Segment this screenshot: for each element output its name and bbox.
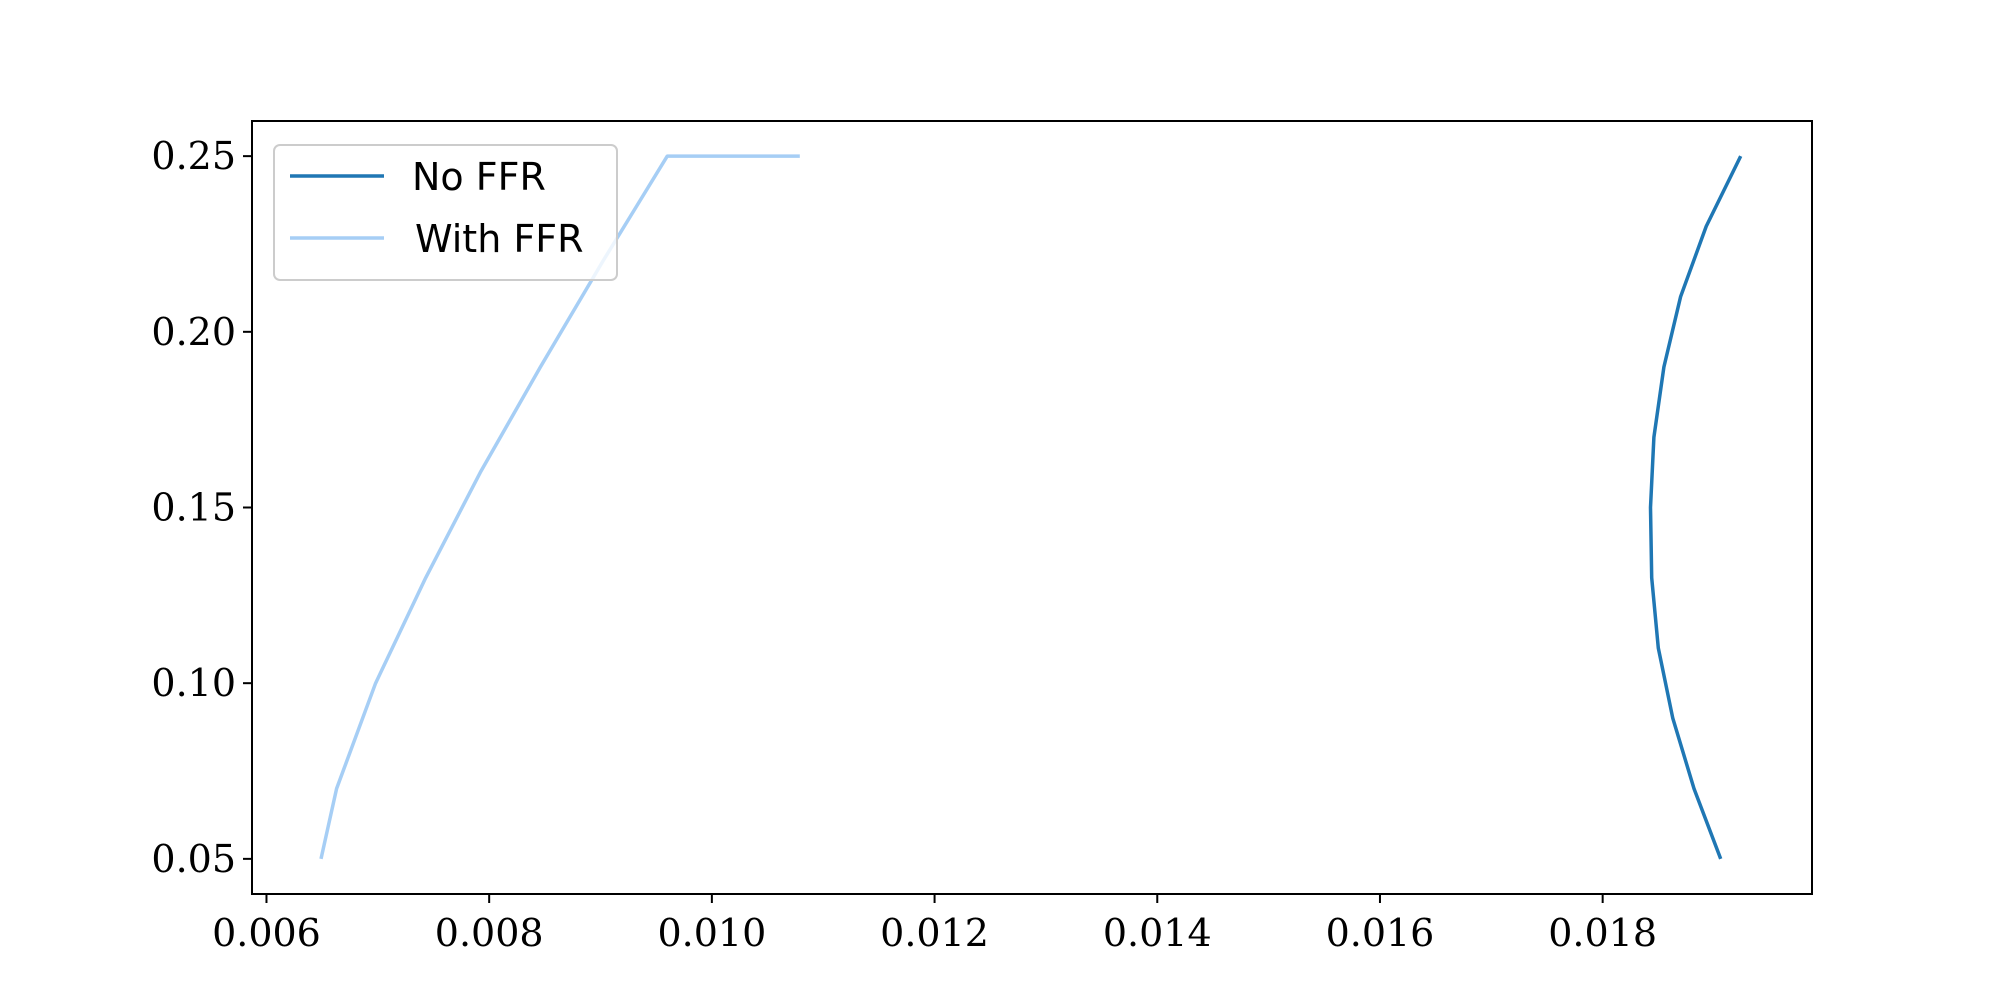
series-line-with-ffr bbox=[319, 154, 800, 860]
y-tick-label: 0.20 bbox=[151, 310, 236, 354]
legend: No FFR With FFR bbox=[273, 144, 618, 281]
x-tick-label: 0.006 bbox=[212, 911, 321, 955]
legend-label-no-ffr: No FFR bbox=[412, 155, 546, 199]
legend-label-with-ffr: With FFR bbox=[415, 217, 583, 261]
y-tick-label: 0.15 bbox=[151, 486, 236, 530]
x-tick-label: 0.016 bbox=[1326, 911, 1435, 955]
x-tick-label: 0.008 bbox=[435, 911, 544, 955]
x-tick-label: 0.010 bbox=[657, 911, 766, 955]
y-tick-label: 0.25 bbox=[151, 134, 236, 178]
series-line-no-ffr bbox=[1648, 155, 1743, 860]
x-tick-label: 0.012 bbox=[880, 911, 989, 955]
x-tick-label: 0.018 bbox=[1548, 911, 1657, 955]
series-layer bbox=[319, 154, 1743, 860]
y-tick-label: 0.10 bbox=[151, 661, 236, 705]
legend-box bbox=[273, 144, 618, 281]
x-tick-label: 0.014 bbox=[1103, 911, 1212, 955]
y-tick-label: 0.05 bbox=[151, 837, 236, 881]
x-axis: 0.006 0.008 0.010 0.012 0.014 0.016 0.018 bbox=[212, 894, 1657, 955]
y-axis: 0.05 0.10 0.15 0.20 0.25 bbox=[151, 134, 252, 881]
